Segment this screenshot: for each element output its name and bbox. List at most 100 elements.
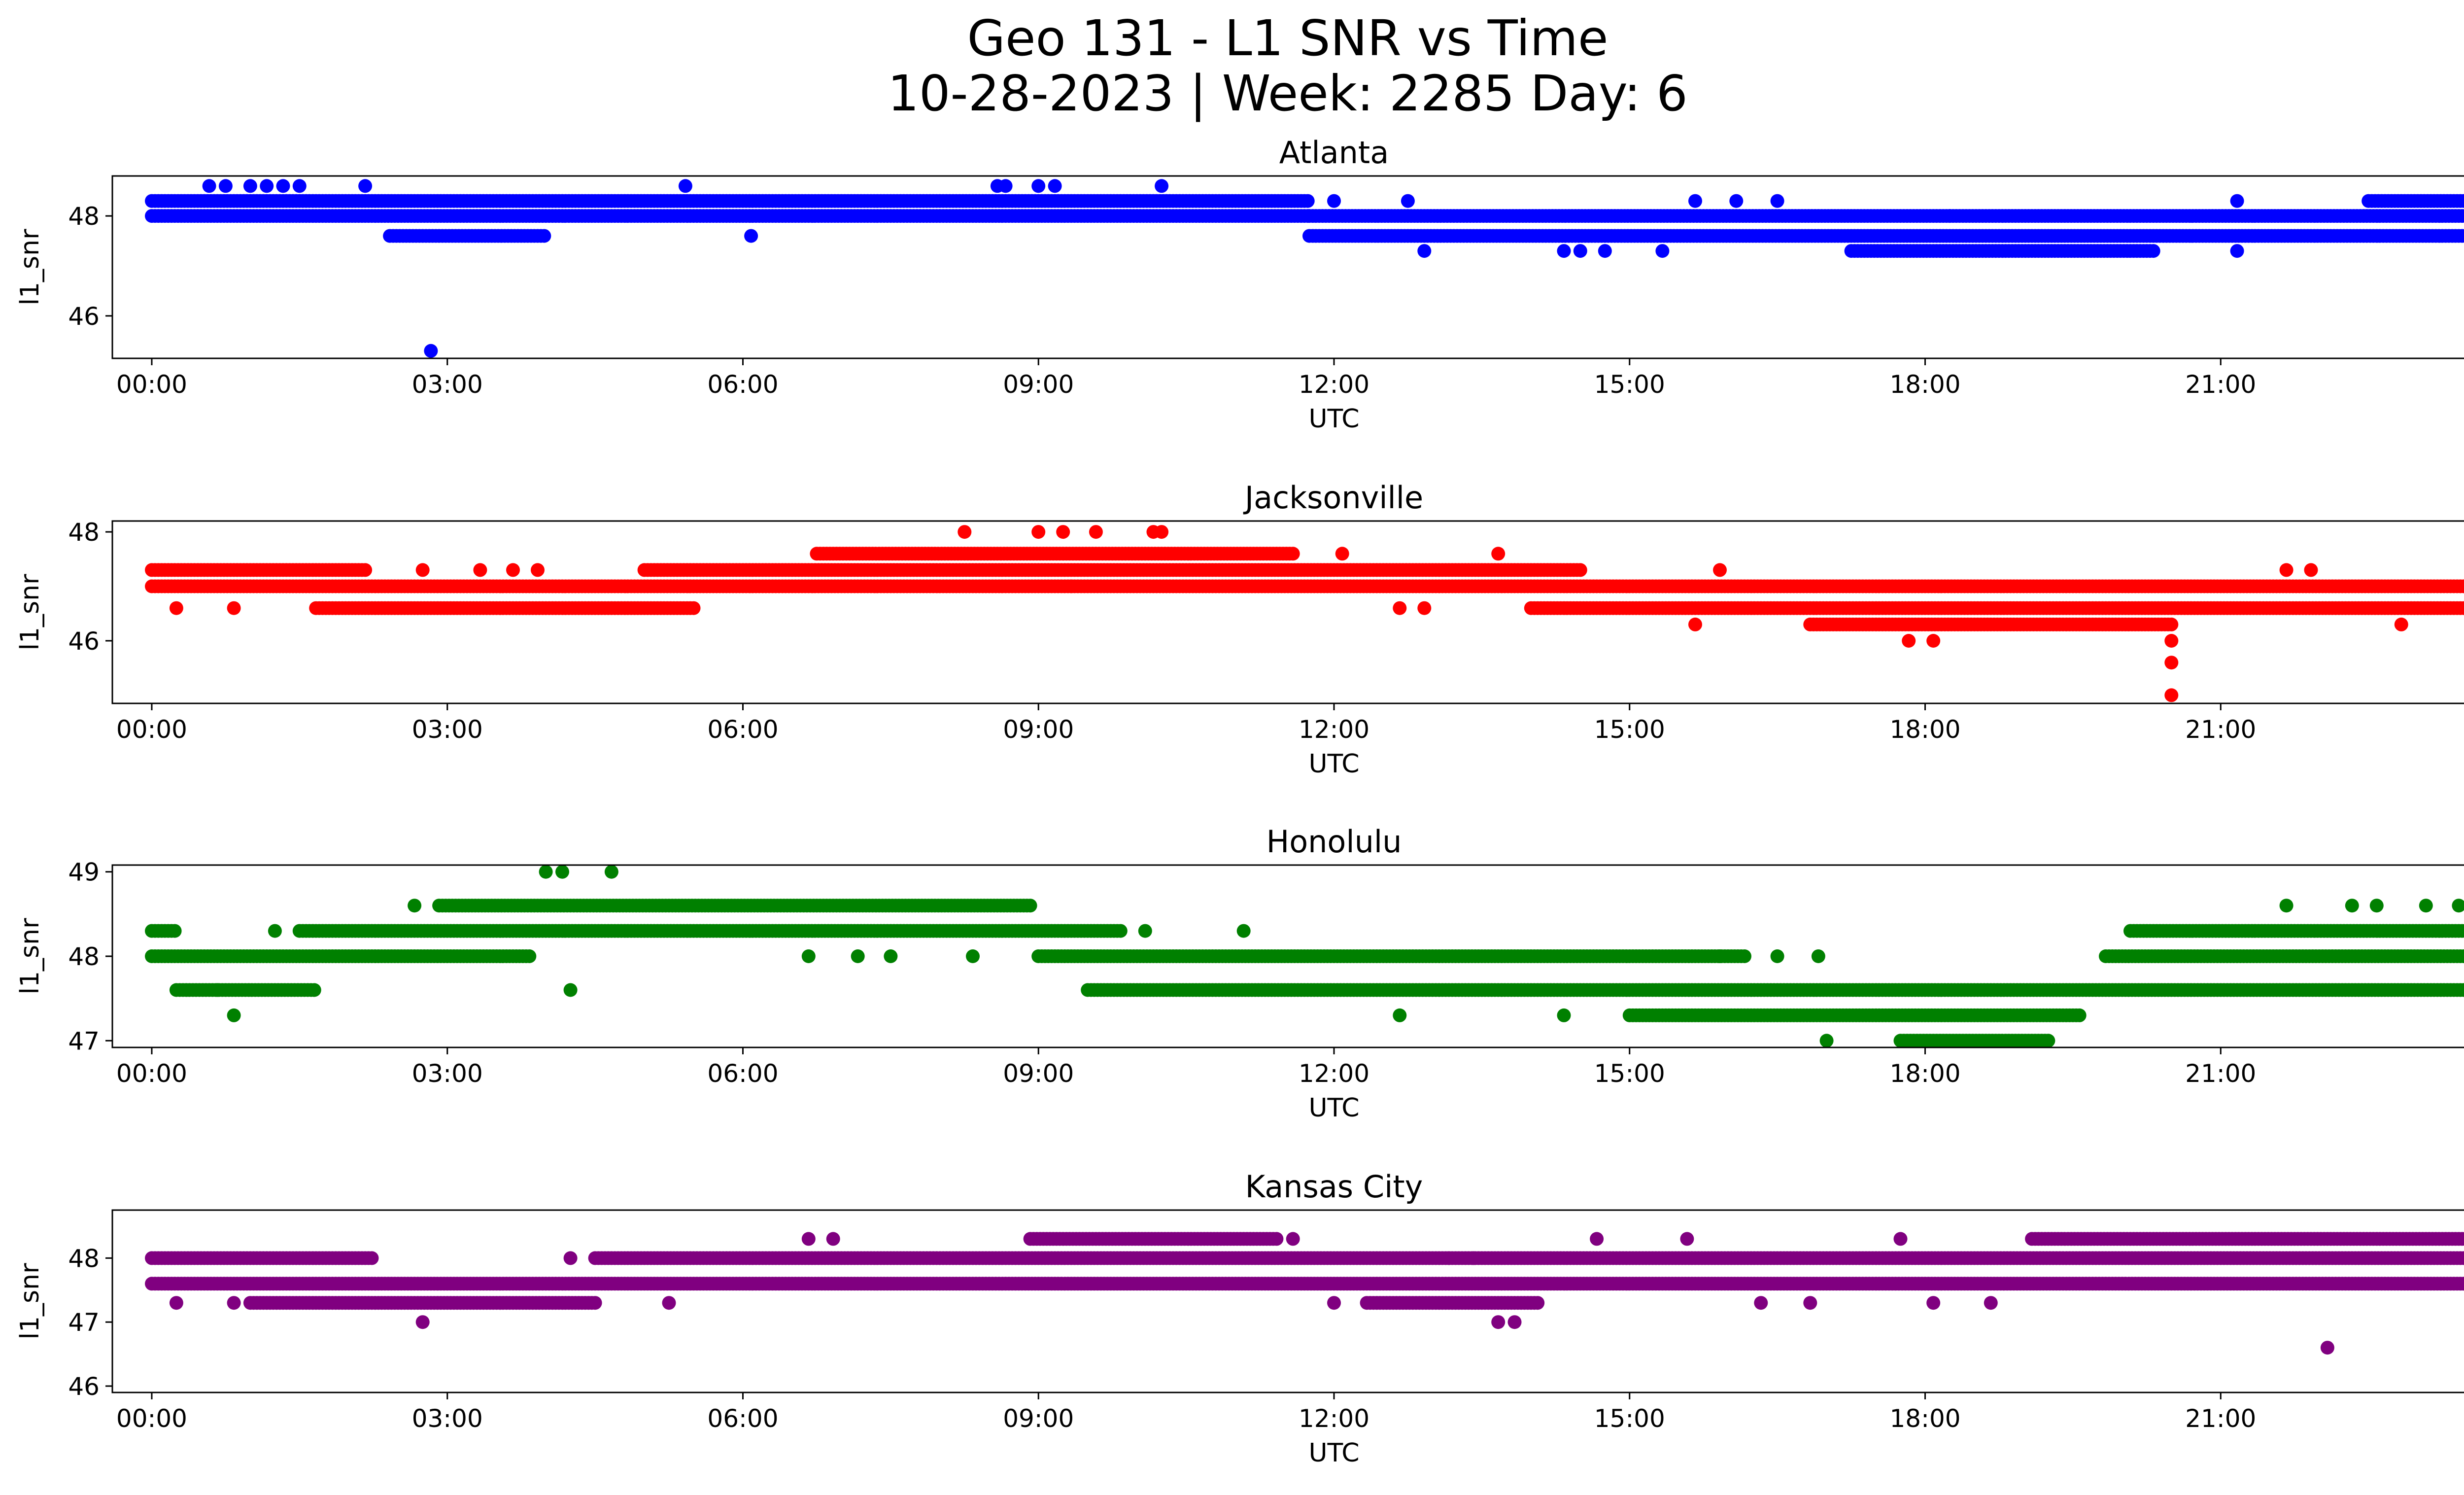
data-point (531, 563, 545, 577)
x-tick-label: 00:00 (116, 370, 187, 399)
data-point (522, 949, 537, 963)
x-tick-label: 15:00 (1594, 715, 1665, 744)
data-point (227, 601, 241, 615)
data-point (1048, 179, 1062, 193)
data-point (1056, 525, 1070, 539)
data-point (292, 179, 307, 193)
data-point (1335, 547, 1349, 561)
data-point (2164, 656, 2179, 670)
data-point (686, 601, 701, 615)
x-axis-label: UTC (1308, 749, 1359, 779)
y-axis-label: l1_snr (15, 574, 45, 651)
data-point (2164, 634, 2179, 648)
figure-title: Geo 131 - L1 SNR vs Time (967, 9, 1608, 67)
x-axis-label: UTC (1308, 404, 1359, 434)
data-point (958, 525, 972, 539)
x-tick-label: 03:00 (412, 370, 483, 399)
data-point (537, 229, 551, 243)
x-tick-label: 18:00 (1889, 370, 1960, 399)
subplot-title: Atlanta (1279, 135, 1389, 171)
data-point (1713, 563, 1727, 577)
data-point (1031, 179, 1046, 193)
data-point (424, 344, 438, 358)
data-point (1655, 244, 1670, 258)
data-point (260, 179, 274, 193)
data-point (1926, 634, 1941, 648)
data-point (1943, 209, 1957, 223)
x-tick-label: 09:00 (1003, 370, 1074, 399)
series-points (145, 525, 2464, 702)
data-point (2462, 210, 2464, 221)
x-tick-label: 18:00 (1889, 715, 1960, 744)
data-point (2230, 194, 2244, 208)
data-point (2230, 244, 2244, 258)
data-point (415, 563, 430, 577)
series-points (145, 179, 2464, 358)
x-tick-label: 21:00 (2185, 370, 2256, 399)
data-point (358, 563, 373, 577)
data-point (1023, 899, 1037, 913)
data-point (1401, 194, 1415, 208)
data-point (1089, 525, 1103, 539)
data-point (1598, 244, 1612, 258)
data-point (1300, 194, 1315, 208)
data-point (276, 179, 290, 193)
y-axis-label: l1_snr (15, 229, 45, 306)
data-point (1770, 194, 1784, 208)
y-tick-label: 46 (68, 627, 100, 656)
figure-subtitle: 10-28-2023 | Week: 2285 Day: 6 (888, 65, 1688, 122)
data-point (358, 179, 373, 193)
x-tick-label: 06:00 (707, 715, 778, 744)
data-point (2072, 1008, 2087, 1022)
data-point (218, 179, 233, 193)
y-tick-label: 48 (68, 202, 100, 231)
series-points (145, 865, 2464, 1048)
data-point (2164, 688, 2179, 702)
data-point (307, 983, 321, 997)
data-point (2460, 580, 2464, 593)
data-point (169, 601, 183, 615)
data-point (1155, 525, 1169, 539)
subplot-title: Jacksonville (1243, 480, 1423, 516)
data-point (998, 179, 1013, 193)
data-point (2394, 617, 2408, 631)
y-tick-label: 46 (68, 302, 100, 331)
data-point (1573, 244, 1587, 258)
subplot-atlanta: 00:00 03:00 06:00 09:00 12:00 15:00 18:00 21:00… (15, 135, 2464, 434)
data-point (1031, 525, 1046, 539)
data-point (678, 179, 692, 193)
data-point (2146, 244, 2160, 258)
data-point (2304, 563, 2318, 577)
data-point (1286, 547, 1300, 561)
x-tick-label: 15:00 (1594, 370, 1665, 399)
subplot-jacksonville: 00:00 03:00 06:00 09:00 12:00 15:00 18:00 21:00… (15, 480, 2464, 779)
x-tick-label: 21:00 (2185, 715, 2256, 744)
data-point (2279, 563, 2293, 577)
data-point (1327, 194, 1341, 208)
data-point (2164, 617, 2179, 631)
data-point (1491, 547, 1506, 561)
data-point (1688, 194, 1702, 208)
x-tick-label: 06:00 (707, 370, 778, 399)
data-point (1417, 244, 1432, 258)
x-tick-label: 03:00 (412, 715, 483, 744)
data-point (1417, 601, 1432, 615)
data-point (473, 563, 487, 577)
data-point (1738, 949, 1751, 963)
data-point (1393, 601, 1407, 615)
data-point (1902, 634, 1916, 648)
data-point (2458, 209, 2464, 223)
y-tick-label: 48 (68, 518, 100, 547)
data-point (243, 179, 257, 193)
data-point (1729, 194, 1744, 208)
x-tick-label: 00:00 (116, 715, 187, 744)
data-point (1688, 617, 1702, 631)
data-point (2458, 229, 2464, 243)
x-tick-label: 09:00 (1003, 715, 1074, 744)
data-point (744, 229, 758, 243)
x-tick-label: 12:00 (1299, 370, 1369, 399)
data-point (1573, 563, 1587, 577)
data-point (202, 179, 216, 193)
